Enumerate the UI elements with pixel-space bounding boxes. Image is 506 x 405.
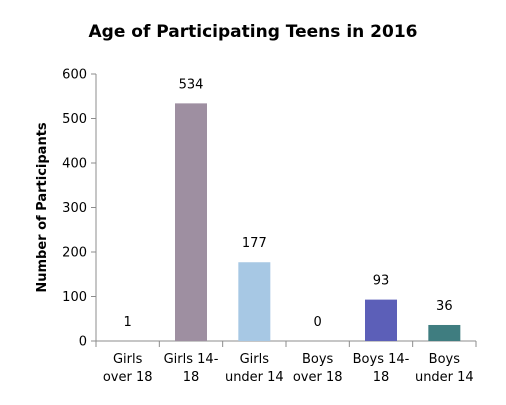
category-label: over 18 — [293, 370, 343, 385]
y-tick-label: 600 — [62, 68, 87, 83]
data-label: 36 — [436, 299, 453, 314]
chart-labels: 1 Girls over 18 534 Girls 14- 18 177 Girls under… — [103, 77, 474, 385]
data-label: 93 — [373, 274, 390, 289]
chart-title: Age of Participating Teens in 2016 — [88, 22, 418, 42]
category-label: 18 — [373, 370, 390, 385]
y-tick-label: 0 — [79, 335, 87, 350]
data-label: 534 — [179, 77, 204, 92]
category-label: under 14 — [415, 370, 474, 385]
chart-bars — [175, 103, 461, 342]
y-tick-label: 100 — [62, 290, 87, 305]
bar — [428, 324, 461, 341]
data-label: 0 — [314, 315, 322, 330]
data-label: 1 — [124, 315, 132, 330]
category-label: 18 — [183, 370, 200, 385]
data-label: 177 — [242, 236, 267, 251]
category-label: Girls 14- — [164, 352, 219, 367]
category-label: Girls — [240, 352, 270, 367]
bar — [238, 262, 271, 341]
category-label: Girls — [113, 352, 143, 367]
chart-axes: 0 100 200 300 400 500 600 Number of Participant… — [35, 68, 477, 350]
bar — [175, 103, 207, 342]
category-label: Boys — [429, 352, 461, 367]
y-axis-title: Number of Participants — [35, 122, 50, 293]
y-tick-label: 500 — [62, 112, 87, 127]
bar — [365, 299, 397, 341]
category-label: over 18 — [103, 370, 153, 385]
y-tick-label: 200 — [62, 246, 87, 261]
category-label: under 14 — [225, 370, 284, 385]
category-label: Boys — [302, 352, 334, 367]
category-label: Boys 14- — [353, 352, 410, 367]
y-tick-label: 400 — [62, 157, 87, 172]
y-tick-label: 300 — [62, 201, 87, 216]
